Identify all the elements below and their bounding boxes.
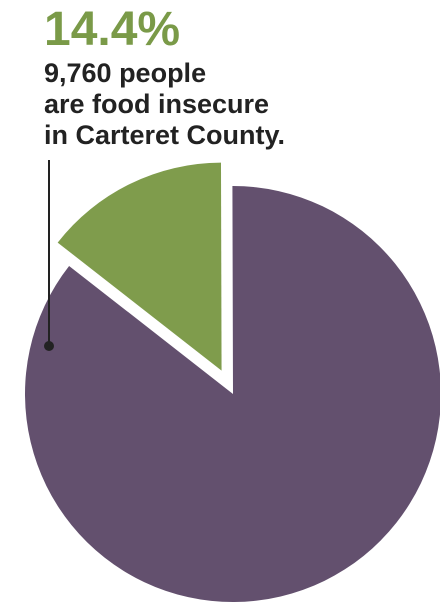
leader-dot bbox=[44, 341, 54, 351]
pie-slice-2 bbox=[25, 186, 440, 602]
description-text: 9,760 people are food insecure in Carter… bbox=[44, 58, 364, 151]
pie-slices bbox=[25, 162, 440, 602]
description-line-3: in Carteret County. bbox=[44, 120, 286, 150]
description-line-1: 9,760 people bbox=[44, 58, 207, 88]
pie-slice-1 bbox=[57, 162, 222, 371]
description-line-2: are food insecure bbox=[44, 89, 270, 119]
headline-percentage: 14.4% bbox=[44, 3, 181, 56]
